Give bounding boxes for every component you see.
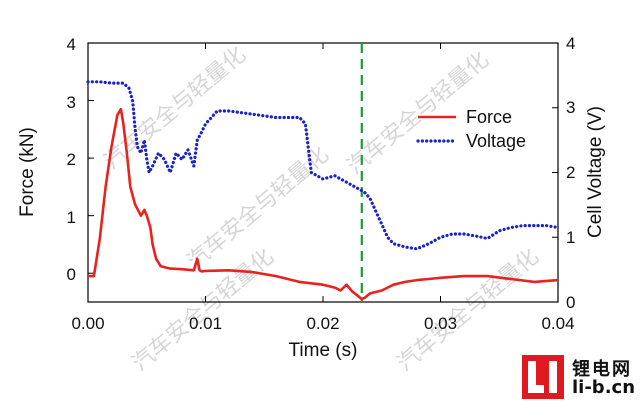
y-right-tick-label: 2 [566, 163, 575, 182]
y-left-tick-label: 1 [67, 208, 76, 227]
y-left-tick-label: 0 [67, 265, 76, 284]
y-right-tick-label: 4 [566, 34, 575, 53]
tick-marks [87, 42, 559, 303]
logo-text-domain: li-b.cn [572, 377, 636, 398]
logo-text-cn: 锂电网 [572, 359, 632, 380]
y-left-tick-label: 2 [67, 150, 76, 169]
legend-voltage-label: Voltage [466, 131, 526, 151]
y-right-tick-label: 0 [566, 293, 575, 312]
voltage-series-line [86, 80, 560, 251]
y-left-axis-title: Force (kN) [17, 127, 38, 217]
logo-mark [522, 355, 564, 399]
x-tick-labels: 0.00 0.01 0.02 0.03 0.04 [71, 314, 574, 333]
x-tick-label: 0.00 [71, 314, 104, 333]
legend: Force Voltage [416, 107, 526, 151]
x-tick-label: 0.04 [541, 314, 574, 333]
legend-force-label: Force [466, 107, 512, 127]
x-tick-label: 0.03 [424, 314, 457, 333]
force-series-line [88, 107, 559, 301]
y-right-axis-title: Cell Voltage (V) [585, 106, 606, 238]
x-axis-title: Time (s) [289, 340, 358, 361]
y-left-tick-label: 3 [67, 93, 76, 112]
y-left-tick-labels: 0 1 2 3 4 [67, 35, 76, 284]
y-right-tick-label: 1 [566, 228, 575, 247]
y-right-tick-label: 3 [566, 98, 575, 117]
x-tick-label: 0.01 [189, 314, 222, 333]
y-left-tick-label: 4 [67, 35, 76, 54]
site-logo: 锂电网 li-b.cn [522, 355, 638, 401]
x-tick-label: 0.02 [306, 314, 339, 333]
y-right-tick-labels: 0 1 2 3 4 [566, 34, 575, 312]
